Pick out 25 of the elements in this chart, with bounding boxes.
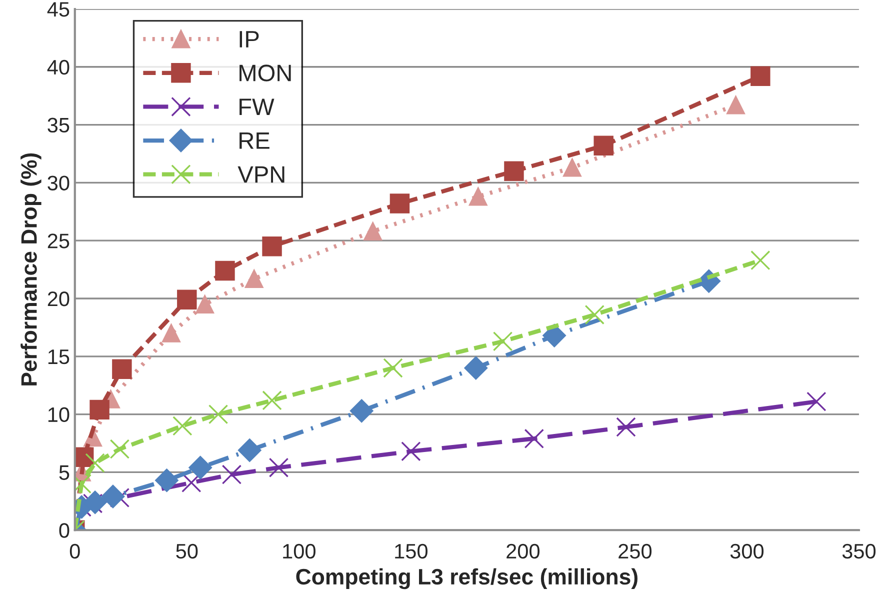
y-axis-title: Performance Drop (%): [20, 153, 42, 386]
y-tick-label: 10: [48, 407, 70, 422]
x-tick-label: 150: [395, 544, 428, 559]
x-tick-label: 200: [506, 544, 540, 559]
legend-label: VPN: [238, 166, 284, 183]
legend-label: RE: [240, 132, 270, 149]
x-tick-label: 50: [176, 544, 198, 559]
x-tick-label: 350: [842, 544, 876, 559]
x-axis-title: Competing L3 refs/sec (millions): [296, 568, 638, 590]
y-tick-label: 35: [48, 118, 70, 133]
legend-label: FW: [240, 98, 274, 115]
x-tick-label: 0: [70, 544, 80, 559]
y-tick-label: 0: [59, 523, 70, 538]
y-tick-label: 45: [47, 2, 70, 17]
x-tick-label: 250: [618, 544, 652, 559]
y-tick-label: 15: [48, 350, 70, 364]
x-tick-label: 100: [283, 544, 316, 559]
y-tick-label: 40: [47, 60, 70, 75]
legend-label: IP: [240, 31, 259, 48]
y-tick-label: 5: [59, 465, 70, 480]
legend-label: MON: [240, 64, 291, 82]
x-tick-label: 300: [730, 544, 764, 559]
y-tick-label: 25: [48, 234, 70, 248]
y-tick-label: 30: [48, 176, 70, 190]
y-tick-label: 20: [48, 292, 70, 306]
